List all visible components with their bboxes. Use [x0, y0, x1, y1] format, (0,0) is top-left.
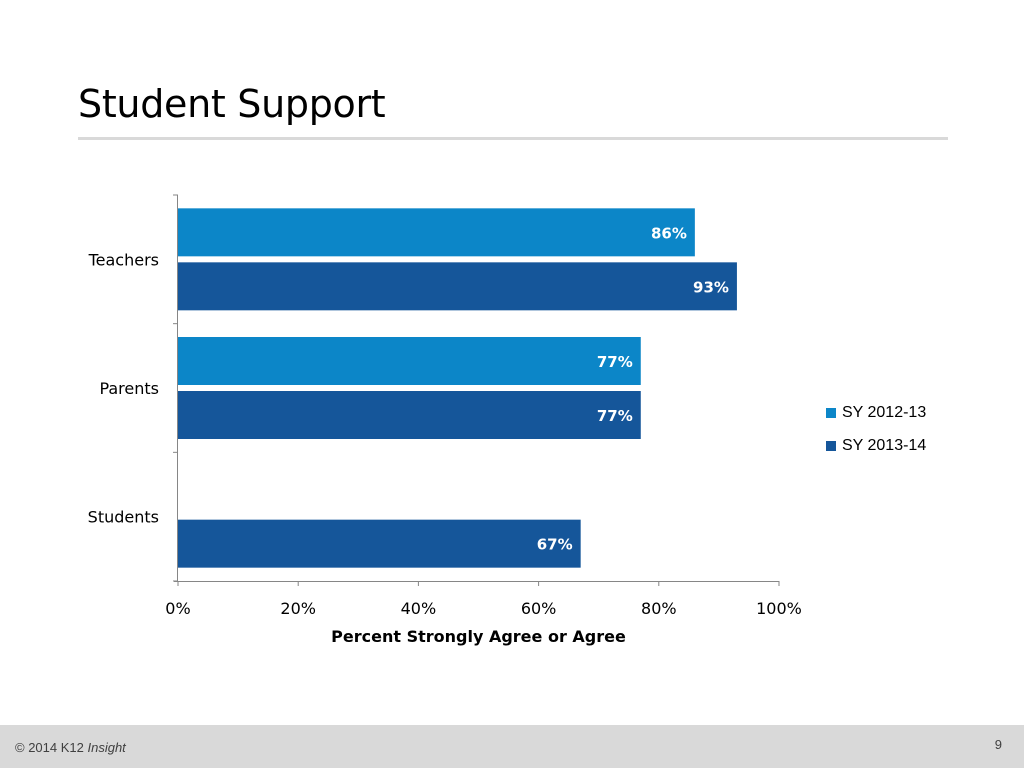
x-tick-label: 80% — [641, 599, 677, 618]
chart-legend: SY 2012-13 SY 2013-14 — [826, 396, 926, 462]
legend-swatch-sy-2012-13 — [826, 407, 836, 418]
bar-data-label: 93% — [693, 278, 729, 296]
bar-data-label: 77% — [597, 353, 633, 371]
legend-item-sy-2012-13: SY 2012-13 — [826, 396, 926, 429]
legend-item-sy-2013-14: SY 2013-14 — [826, 429, 926, 462]
bar-data-label: 86% — [651, 224, 687, 242]
bar — [178, 391, 641, 439]
brand-name: Insight — [87, 740, 126, 755]
x-tick-label: 0% — [165, 599, 190, 618]
x-tick-label: 100% — [756, 599, 802, 618]
bar-data-label: 67% — [537, 536, 573, 554]
bar — [178, 208, 695, 257]
title-divider — [78, 137, 948, 140]
footer-copyright: © 2014 K12 Insight — [15, 740, 126, 755]
legend-label-sy-2012-13: SY 2012-13 — [842, 403, 927, 421]
bar-data-label: 77% — [597, 407, 633, 425]
slide-title: Student Support — [78, 82, 386, 126]
x-tick-label: 40% — [401, 599, 437, 618]
bar — [178, 262, 737, 311]
legend-swatch-sy-2013-14 — [826, 440, 836, 451]
category-label: Teachers — [88, 250, 159, 269]
x-axis-title: Percent Strongly Agree or Agree — [331, 627, 626, 646]
x-tick-label: 20% — [280, 599, 316, 618]
copyright-text: © 2014 K12 — [15, 740, 84, 755]
footer-bar: © 2014 K12 Insight 9 — [0, 725, 1024, 768]
legend-label-sy-2013-14: SY 2013-14 — [842, 436, 927, 454]
page-number: 9 — [994, 737, 1002, 752]
bar — [178, 337, 641, 385]
category-label: Parents — [99, 379, 159, 398]
bar-chart: 0% 20% 40% 60% 80% 100% Percent Strongly Agree… — [88, 194, 802, 646]
bar — [178, 519, 581, 568]
x-tick-label: 60% — [521, 599, 557, 618]
category-label: Students — [88, 508, 159, 527]
